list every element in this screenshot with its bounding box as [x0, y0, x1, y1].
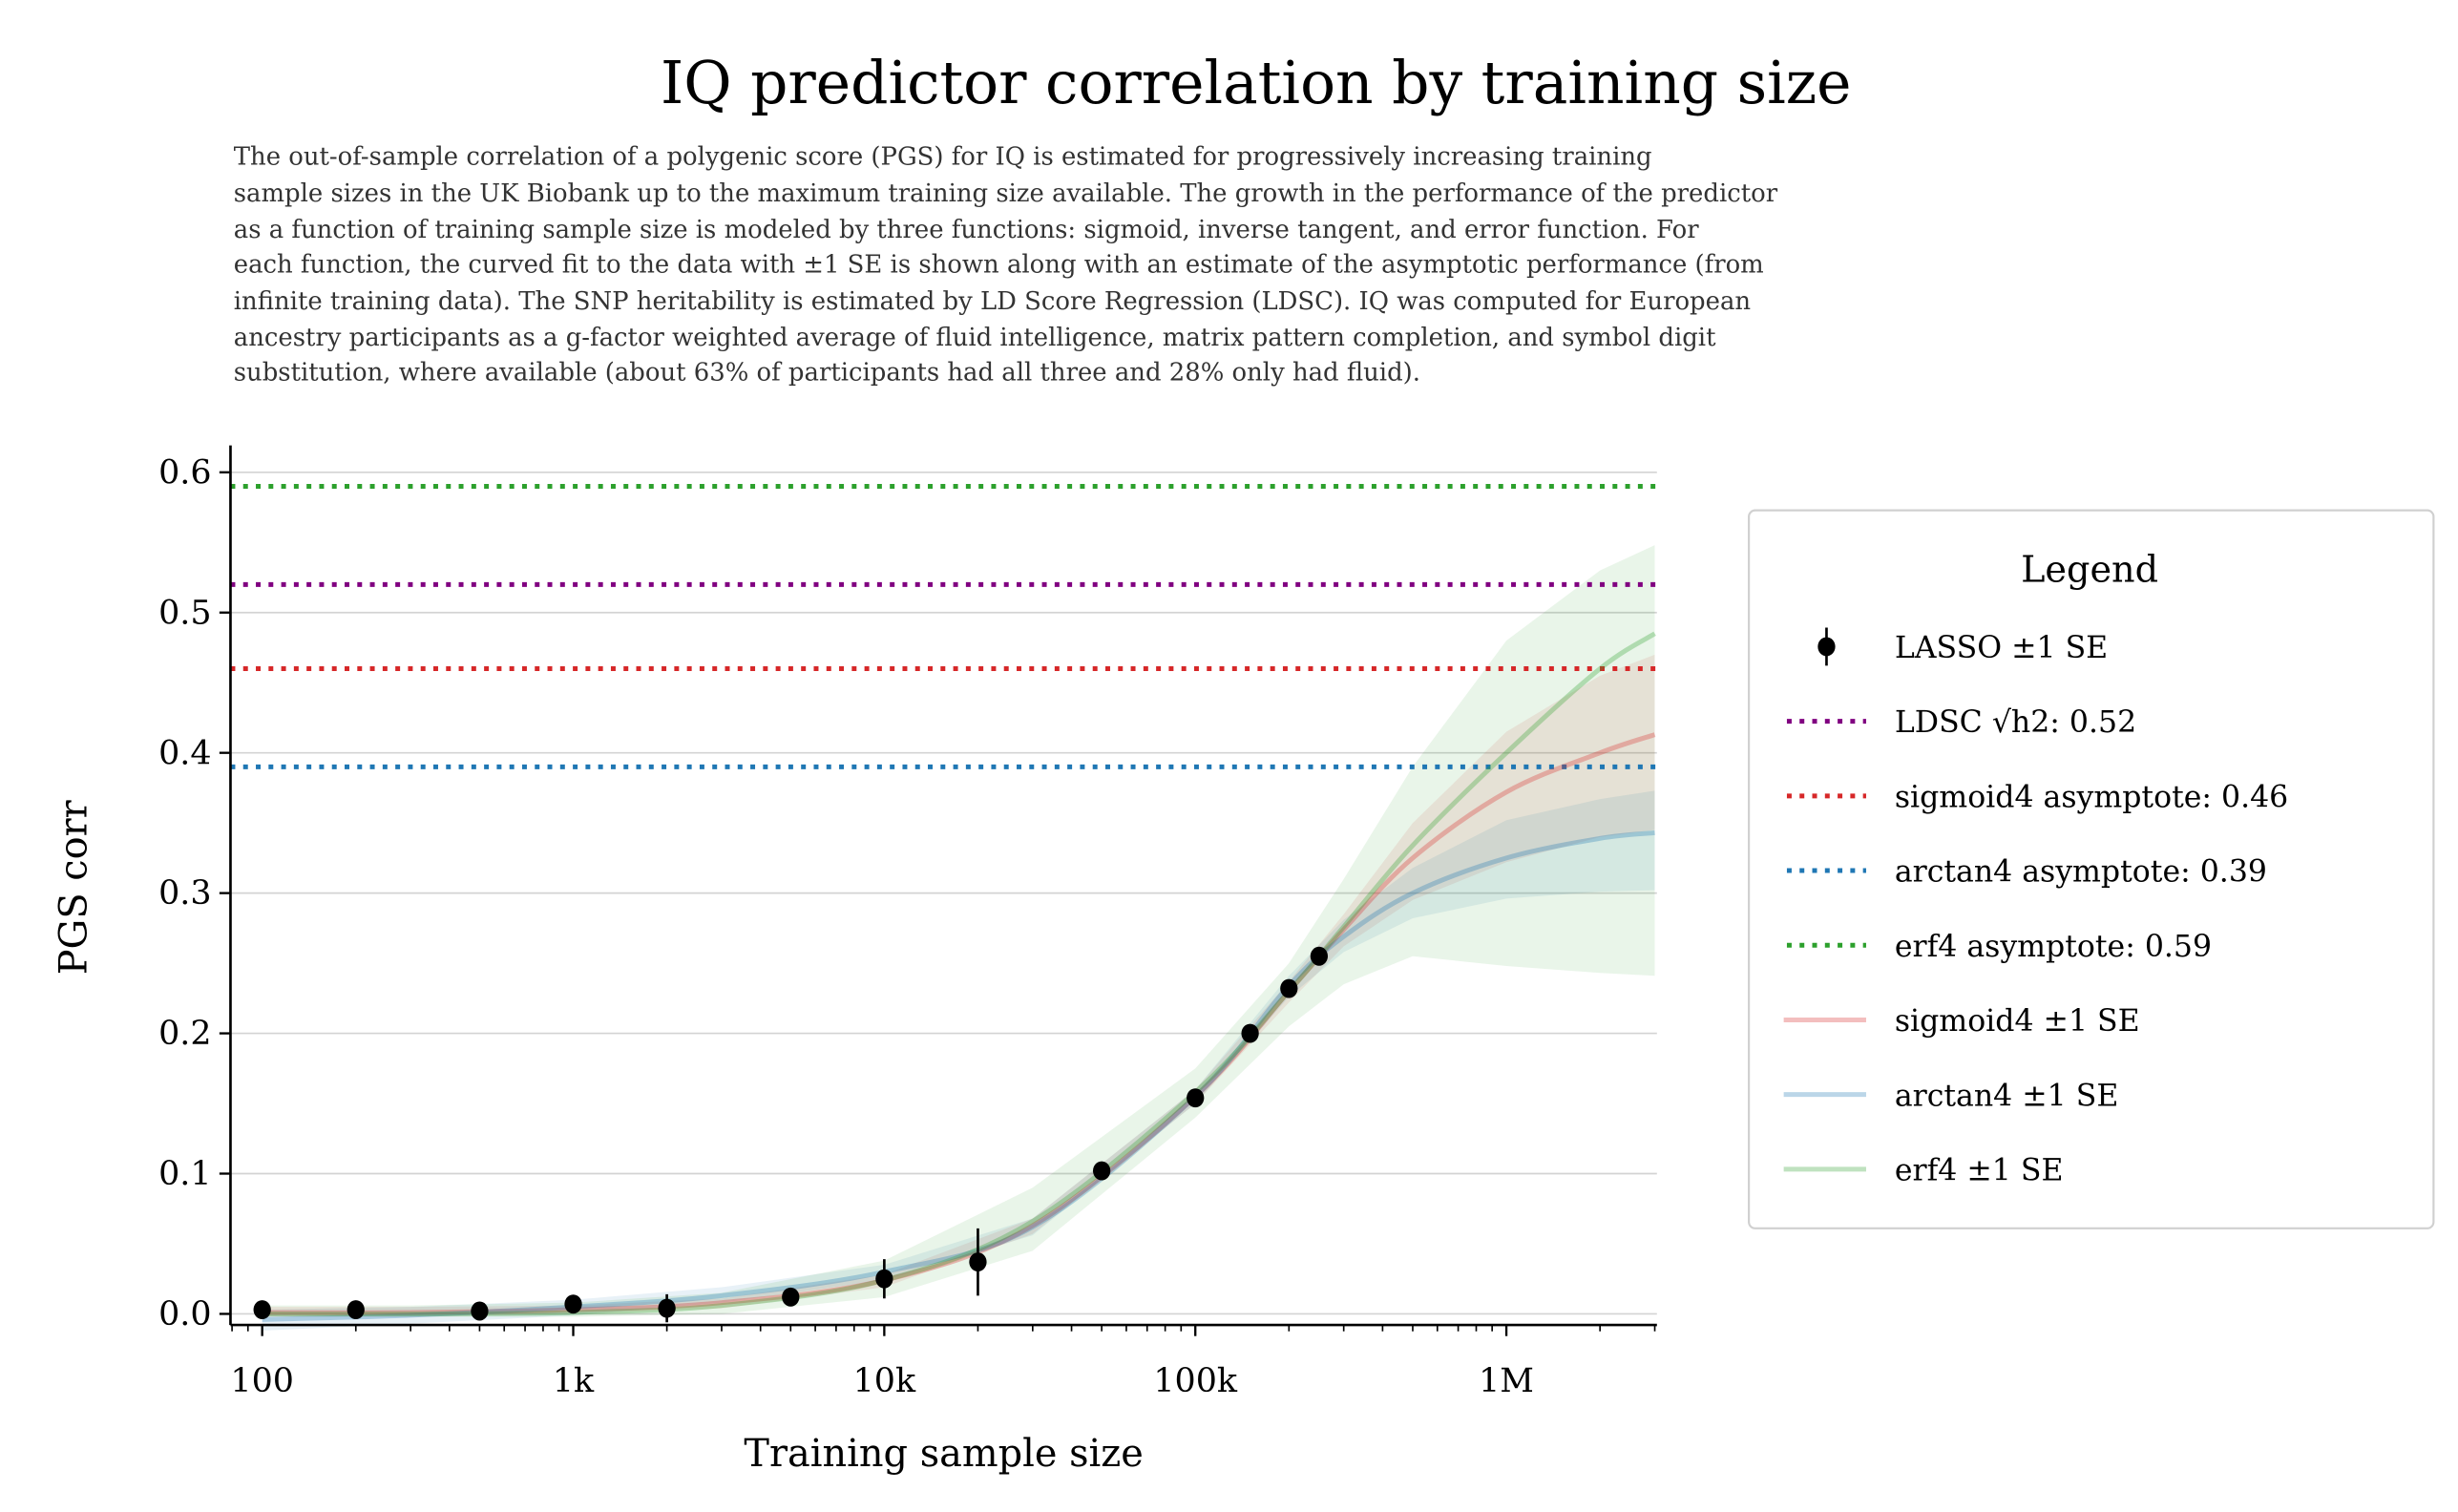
x-tick-label: 100	[230, 1362, 294, 1400]
lasso-point	[1280, 978, 1298, 998]
lasso-point	[1092, 1161, 1111, 1181]
legend-label: arctan4 asymptote: 0.39	[1895, 855, 2267, 890]
legend-label: arctan4 ±1 SE	[1895, 1079, 2119, 1113]
x-tick-label: 1k	[553, 1362, 595, 1400]
legend-label: erf4 ±1 SE	[1895, 1153, 2064, 1187]
legend-title: Legend	[2021, 549, 2158, 591]
description-line: sample sizes in the UK Biobank up to the…	[234, 179, 1778, 208]
x-tick-label: 1M	[1479, 1362, 1534, 1400]
erf4-se-band	[262, 545, 1655, 1317]
y-tick-label: 0.2	[158, 1015, 211, 1053]
legend-point-icon	[1817, 637, 1836, 657]
x-tick-label: 100k	[1153, 1362, 1238, 1400]
lasso-point	[347, 1300, 365, 1320]
arctan4-se-band	[262, 790, 1655, 1332]
legend-label: sigmoid4 ±1 SE	[1895, 1004, 2140, 1039]
legend-entry: erf4 asymptote: 0.59	[1786, 930, 2212, 964]
y-tick-label: 0.6	[158, 453, 211, 492]
lasso-point	[1241, 1023, 1259, 1043]
legend-entry: arctan4 ±1 SE	[1783, 1079, 2119, 1113]
x-axis-label: Training sample size	[744, 1432, 1143, 1476]
lasso-point	[1187, 1088, 1205, 1108]
legend-entry: LDSC √h2: 0.52	[1786, 705, 2136, 740]
legend-label: erf4 asymptote: 0.59	[1895, 930, 2212, 964]
chart-description: The out-of-sample correlation of a polyg…	[234, 143, 1778, 388]
chart-title: IQ predictor correlation by training siz…	[661, 50, 1852, 117]
x-tick-label: 10k	[853, 1362, 916, 1400]
lasso-point	[875, 1269, 893, 1289]
legend-entry: arctan4 asymptote: 0.39	[1786, 855, 2267, 890]
legend-frame	[1748, 509, 2435, 1229]
description-line: as a function of training sample size is…	[234, 216, 1699, 244]
lasso-point	[1310, 946, 1329, 966]
description-line: ancestry participants as a g-factor weig…	[234, 324, 1716, 352]
lasso-point	[969, 1252, 987, 1272]
lasso-point	[471, 1301, 489, 1321]
description-line: each function, the curved fit to the dat…	[234, 251, 1764, 280]
legend-label: LDSC √h2: 0.52	[1895, 705, 2136, 740]
lasso-point	[658, 1298, 676, 1318]
y-tick-label: 0.3	[158, 874, 211, 913]
description-line: substitution, where available (about 63%…	[234, 358, 1420, 387]
lasso-point	[253, 1300, 271, 1320]
legend: Legend LASSO ±1 SE LDSC √h2: 0.52 sigmoid4…	[1748, 509, 2435, 1229]
description-line: infinite training data). The SNP heritab…	[234, 287, 1751, 316]
sigmoid4-fit-line	[262, 732, 1656, 1315]
y-axis-label: PGS corr	[52, 799, 95, 975]
plot-area: 0.0 0.1 0.2 0.3 0.4 0.5 0.6 100 1k 10k 100k 1M	[158, 445, 1657, 1400]
description-line: The out-of-sample correlation of a polyg…	[234, 143, 1652, 172]
legend-label: LASSO ±1 SE	[1895, 631, 2108, 665]
lasso-point	[782, 1287, 800, 1307]
legend-entry: LASSO ±1 SE	[1817, 627, 2108, 666]
erf4-fit-line	[262, 631, 1656, 1317]
lasso-point	[564, 1294, 582, 1314]
legend-entry: sigmoid4 ±1 SE	[1783, 1004, 2140, 1039]
y-tick-label: 0.5	[158, 594, 211, 632]
y-tick-label: 0.4	[158, 734, 211, 772]
legend-entry: sigmoid4 asymptote: 0.46	[1786, 780, 2288, 814]
legend-entry: erf4 ±1 SE	[1783, 1153, 2064, 1187]
y-tick-label: 0.0	[158, 1295, 211, 1334]
legend-label: sigmoid4 asymptote: 0.46	[1895, 780, 2288, 814]
y-tick-label: 0.1	[158, 1155, 211, 1193]
